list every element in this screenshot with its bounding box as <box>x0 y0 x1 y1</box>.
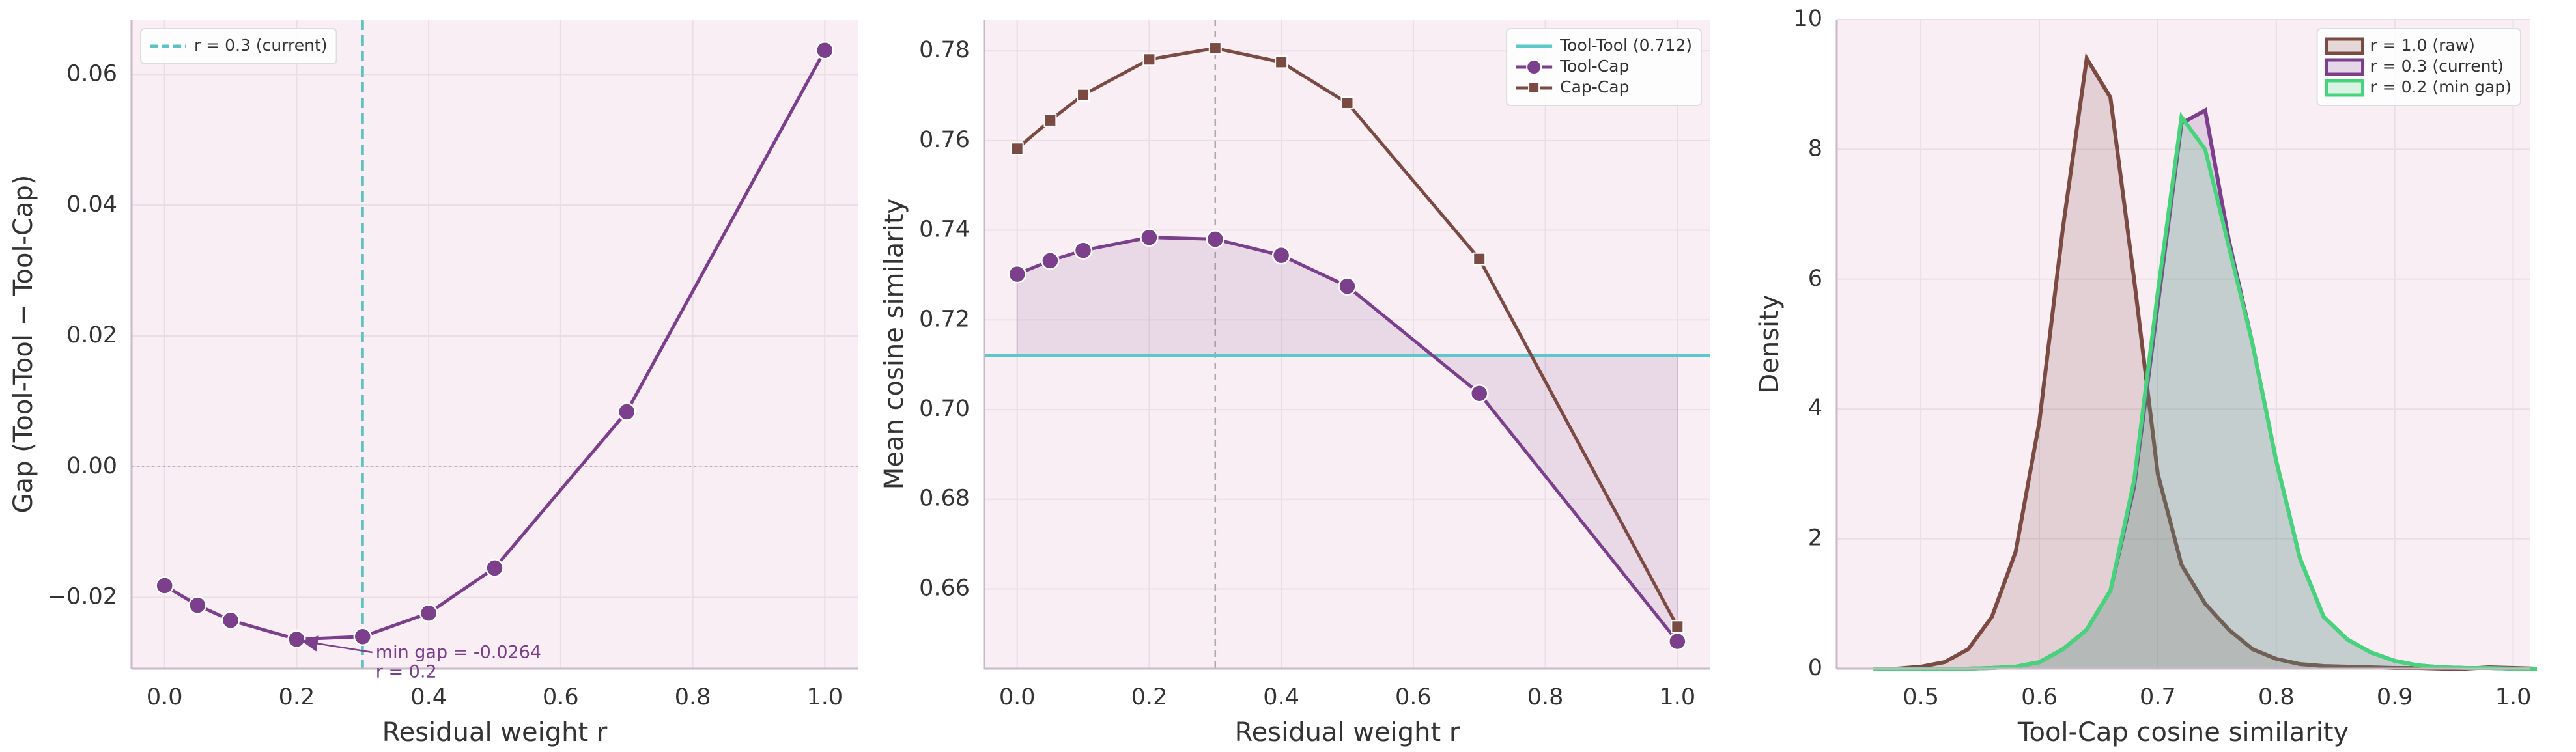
legend-swatch <box>2325 79 2365 97</box>
legend: r = 1.0 (raw) r = 0.3 (current)r = 0.2 (m… <box>2316 28 2521 106</box>
x-tick-label: 1.0 <box>2495 684 2532 710</box>
x-tick-label: 0.4 <box>1263 684 1299 710</box>
marker <box>1077 88 1090 102</box>
marker <box>815 40 834 60</box>
marker <box>1340 96 1354 110</box>
legend-label: Cap-Cap <box>1560 77 1629 96</box>
marker <box>1271 245 1291 265</box>
x-tick-label: 0.6 <box>1395 684 1432 710</box>
marker <box>1668 632 1687 651</box>
marker <box>1469 383 1489 403</box>
annotation-arrow <box>301 635 373 654</box>
x-tick-label: 0.8 <box>2258 684 2295 710</box>
y-tick-label: 6 <box>1808 266 1822 292</box>
x-tick-label: 0.0 <box>147 684 183 710</box>
legend-box <box>140 28 337 64</box>
legend: r = 0.3 (current) <box>140 28 337 64</box>
legend-swatch <box>2325 37 2365 55</box>
marker <box>1142 53 1156 66</box>
marker <box>485 559 504 578</box>
x-tick-label: 0.8 <box>1527 684 1564 710</box>
subplot: 0.0 0.2 0.4 0.6 0.8 1.0 0.66 0.68 0.70 0.72 0.74 0.… <box>879 20 1710 747</box>
marker <box>1010 142 1024 156</box>
legend-label: r = 1.0 (raw) <box>2371 36 2475 55</box>
marker <box>155 576 174 595</box>
x-tick-label: 1.0 <box>1659 684 1695 710</box>
annotation-text: r = 0.2 <box>376 662 437 682</box>
y-tick-label: 0.78 <box>919 37 970 63</box>
x-tick-label: 1.0 <box>806 684 843 710</box>
y-tick-label: 0.02 <box>66 322 117 348</box>
y-tick-label: 4 <box>1808 395 1822 421</box>
x-tick-label: 0.6 <box>543 684 579 710</box>
y-tick-label: 0.06 <box>66 61 117 87</box>
marker <box>1206 230 1225 249</box>
marker <box>1473 252 1486 266</box>
subplot: 0.5 0.6 0.7 0.8 0.9 1.0 0 2 4 6 8 10 Tool-Cap cosine… <box>1755 6 2537 747</box>
marker <box>287 630 306 649</box>
subplot: 0.0 0.2 0.4 0.6 0.8 1.0 −0.02 0.00 0.02 0.04 0.06 m… <box>8 20 858 747</box>
x-tick-label: 0.0 <box>999 684 1036 710</box>
y-tick-label: 0.70 <box>919 396 970 422</box>
y-tick-label: 0.72 <box>919 306 970 332</box>
legend-label: r = 0.3 (current) <box>2371 57 2504 76</box>
y-tick-label: 0.76 <box>919 127 970 153</box>
marker <box>221 611 240 630</box>
area <box>1873 58 2537 669</box>
y-tick-label: 0.68 <box>919 486 970 512</box>
x-tick-label: 0.7 <box>2140 684 2176 710</box>
x-tick-label: 0.6 <box>2021 684 2058 710</box>
x-tick-label: 0.9 <box>2377 684 2413 710</box>
x-tick-label: 0.8 <box>675 684 711 710</box>
y-tick-label: 0.74 <box>919 217 970 243</box>
x-axis-label: Residual weight r <box>1235 717 1460 747</box>
marker <box>188 596 207 615</box>
x-tick-label: 0.2 <box>279 684 315 710</box>
marker <box>617 402 636 421</box>
legend-label: r = 0.2 (min gap) <box>2371 77 2512 96</box>
y-axis-label: Mean cosine similarity <box>879 199 909 490</box>
marker <box>419 604 438 622</box>
legend-label: r = 0.3 (current) <box>194 36 328 55</box>
marker <box>1338 277 1357 296</box>
plot-area <box>1837 20 2530 669</box>
legend-swatch <box>2325 58 2365 76</box>
marker <box>1043 113 1057 127</box>
legend-box <box>2316 28 2521 106</box>
marker <box>1008 264 1026 284</box>
marker <box>1073 241 1093 260</box>
marker <box>1208 42 1222 55</box>
y-tick-label: 0.04 <box>66 191 117 217</box>
x-axis-label: Tool-Cap cosine similarity <box>2017 717 2349 747</box>
annotation-text: min gap = -0.0264 <box>376 643 541 663</box>
marker <box>1140 228 1159 247</box>
legend-marker <box>1526 59 1542 75</box>
x-tick-label: 0.2 <box>1131 684 1168 710</box>
y-tick-label: 0.66 <box>919 575 970 601</box>
x-tick-label: 0.4 <box>410 684 447 710</box>
y-tick-label: 10 <box>1793 6 1822 32</box>
legend-marker <box>1528 82 1540 94</box>
y-tick-label: 0 <box>1808 655 1822 681</box>
plot-area <box>984 20 1710 669</box>
marker <box>1041 251 1060 270</box>
y-tick-label: 8 <box>1808 135 1822 161</box>
legend-label: Tool-Cap <box>1559 57 1629 76</box>
y-tick-label: 2 <box>1808 525 1822 551</box>
area <box>1873 110 2537 669</box>
y-tick-label: 0.00 <box>66 453 117 479</box>
legend-label: Tool-Tool (0.712) <box>1559 36 1692 55</box>
y-tick-label: −0.02 <box>48 584 117 610</box>
x-tick-label: 0.5 <box>1903 684 1939 710</box>
marker <box>1275 55 1288 69</box>
area <box>1873 117 2537 669</box>
marker <box>1671 620 1684 634</box>
marker <box>353 627 373 647</box>
x-axis-label: Residual weight r <box>382 717 608 747</box>
y-axis-label: Density <box>1755 294 1785 393</box>
legend-box <box>1506 28 1702 106</box>
y-axis-label: Gap (Tool-Tool − Tool-Cap) <box>8 175 38 514</box>
